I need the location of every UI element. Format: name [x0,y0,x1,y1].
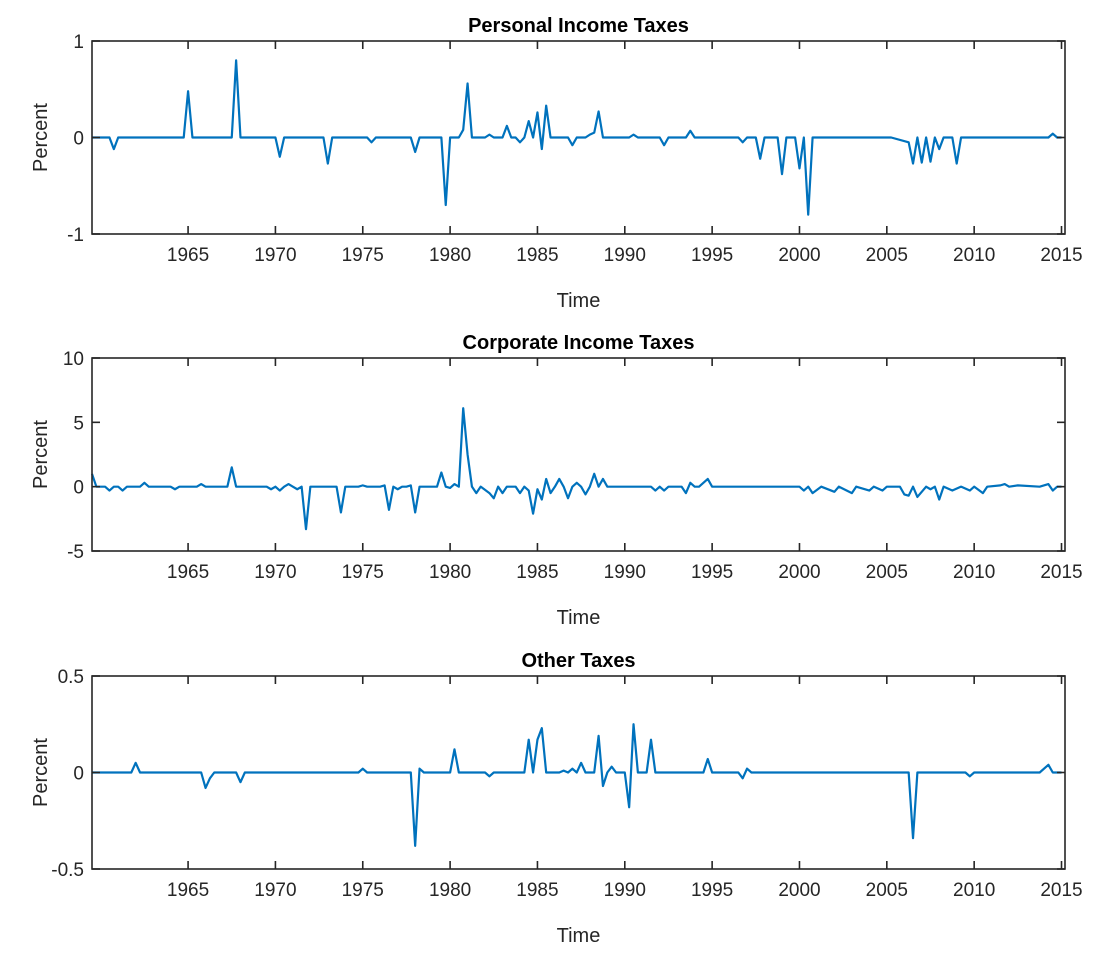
x-tick-label: 1975 [342,880,384,901]
plot-area [92,358,1065,551]
x-tick-label: 2010 [953,245,995,266]
y-tick-label: -0.5 [51,860,84,881]
x-tick-label: 1975 [342,562,384,583]
subplot: 1965 1970 1975 1980 1985 1990 1995 2000 2005 2010… [30,15,1083,312]
x-tick-label: 1980 [429,245,471,266]
y-axis-label: Percent [30,420,52,489]
x-tick-label: 1995 [691,562,733,583]
y-tick-label: 1 [73,32,84,53]
x-tick-label: 1975 [342,245,384,266]
x-tick-label: 1965 [167,562,209,583]
x-tick-label: 2000 [778,562,820,583]
subplot-title: Corporate Income Taxes [463,332,695,354]
y-tick-label: 10 [63,349,84,370]
x-tick-label: 1965 [167,245,209,266]
subplot-title: Other Taxes [521,650,635,672]
x-tick-label: 1995 [691,245,733,266]
y-tick-label: 0 [73,129,84,150]
subplot: 1965 1970 1975 1980 1985 1990 1995 2000 2005 2010… [30,650,1083,947]
x-tick-label: 1980 [429,562,471,583]
subplot-title: Personal Income Taxes [468,15,689,37]
x-tick-label: 2015 [1040,245,1082,266]
x-tick-label: 2000 [778,880,820,901]
data-line [92,723,1062,847]
x-tick-label: 2015 [1040,880,1082,901]
y-tick-label: 5 [73,413,84,434]
x-tick-label: 2015 [1040,562,1082,583]
x-tick-label: 2010 [953,880,995,901]
x-tick-label: 2005 [866,562,908,583]
data-line [90,407,1062,531]
y-axis-label: Percent [30,103,52,172]
x-tick-label: 1995 [691,880,733,901]
x-tick-label: 1990 [604,880,646,901]
x-tick-label: 2005 [866,880,908,901]
y-tick-label: 0 [73,478,84,499]
x-tick-label: 1990 [604,245,646,266]
x-tick-label: 1965 [167,880,209,901]
x-axis-label: Time [557,290,601,312]
y-tick-label: -1 [67,225,84,246]
x-tick-label: 2005 [866,245,908,266]
x-axis-label: Time [557,607,601,629]
x-axis-label: Time [557,925,601,947]
subplot: 1965 1970 1975 1980 1985 1990 1995 2000 2005 2010… [30,332,1083,629]
x-tick-label: 2000 [778,245,820,266]
x-tick-label: 1985 [516,562,558,583]
y-tick-label: 0 [73,764,84,785]
data-line [92,59,1062,216]
x-tick-label: 1985 [516,245,558,266]
x-tick-label: 1970 [254,245,296,266]
x-tick-label: 2010 [953,562,995,583]
x-tick-label: 1985 [516,880,558,901]
y-tick-label: 0.5 [58,667,84,688]
x-tick-label: 1970 [254,880,296,901]
x-tick-label: 1970 [254,562,296,583]
x-tick-label: 1980 [429,880,471,901]
y-axis-label: Percent [30,738,52,807]
axes-box [91,357,1066,552]
x-tick-label: 1990 [604,562,646,583]
y-tick-label: -5 [67,542,84,563]
